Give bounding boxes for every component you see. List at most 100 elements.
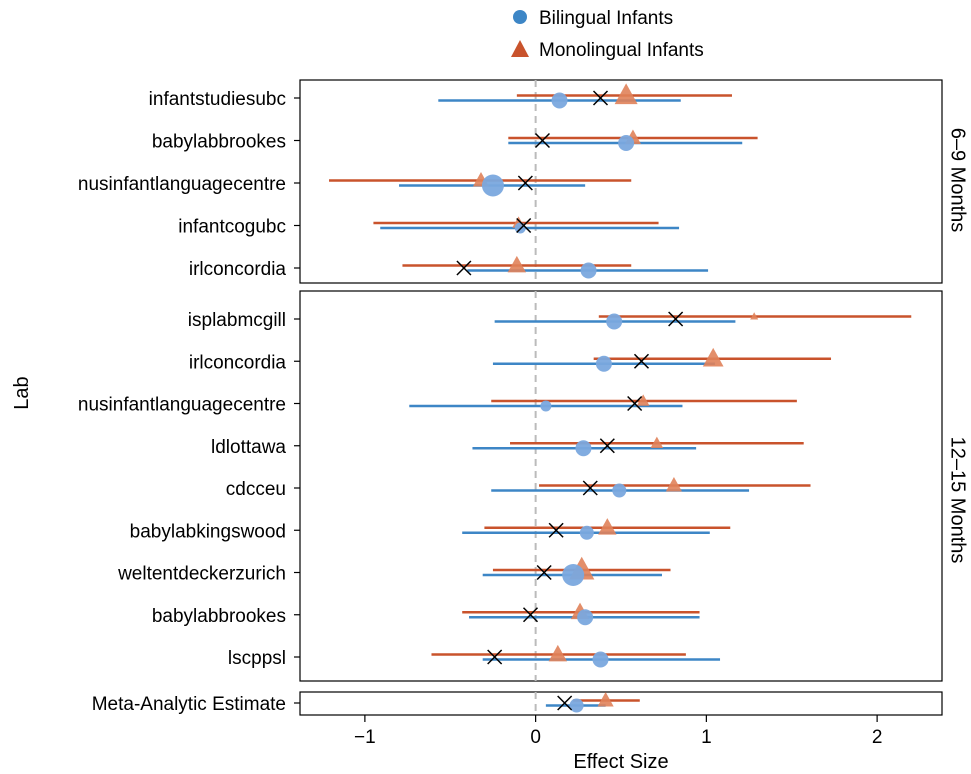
cross-stroke <box>534 132 550 149</box>
panel-border <box>299 691 943 716</box>
x-tick-label: 1 <box>701 727 712 748</box>
point-bilingual <box>577 609 594 626</box>
lab-row: infantcogubc <box>178 216 680 238</box>
legend: Bilingual Infants Monolingual Infants <box>511 8 704 61</box>
point-combined <box>487 649 503 665</box>
x-tick-label: 0 <box>530 727 541 748</box>
y-tick-label: cdcceu <box>226 479 286 500</box>
point-bilingual <box>612 483 627 498</box>
lab-row: cdcceu <box>226 477 811 500</box>
point-monolingual <box>750 312 759 320</box>
panel-border <box>299 290 943 682</box>
lab-row: babylabbrookes <box>152 129 758 153</box>
cross-stroke <box>522 607 539 623</box>
y-axis-title: Lab <box>11 376 33 409</box>
y-tick-label: infantcogubc <box>178 217 286 238</box>
cross-stroke <box>557 695 573 711</box>
lab-row: nusinfantlanguagecentre <box>78 172 632 197</box>
point-bilingual <box>575 440 592 457</box>
y-tick-label: irlconcordia <box>189 352 287 373</box>
point-monolingual <box>702 347 724 367</box>
point-bilingual <box>540 400 552 412</box>
cross-stroke <box>599 438 615 454</box>
point-combined <box>534 132 550 149</box>
lab-row: lscppsl <box>228 644 721 669</box>
cross-stroke <box>456 260 472 276</box>
point-bilingual <box>569 698 584 713</box>
cross-stroke <box>592 90 609 106</box>
legend-marker-bilingual <box>513 10 527 24</box>
point-combined <box>522 607 539 623</box>
panel-strip-label: 6–9 Months <box>947 128 969 233</box>
cross-stroke <box>517 175 533 191</box>
point-combined <box>668 311 684 327</box>
point-bilingual <box>618 135 635 151</box>
cross-stroke <box>487 649 503 665</box>
cross-stroke <box>548 522 564 538</box>
lab-row: babylabbrookes <box>152 602 700 627</box>
point-bilingual <box>606 313 623 330</box>
y-tick-label: isplabmcgill <box>188 310 286 331</box>
point-bilingual <box>562 564 585 586</box>
x-axis: −1 0 1 2 <box>354 715 882 748</box>
lab-row: Meta-Analytic Estimate <box>92 692 640 715</box>
cross-stroke <box>516 217 532 234</box>
point-combined <box>548 522 564 538</box>
panel-3: Meta-Analytic Estimate <box>92 691 943 716</box>
y-tick-label: nusinfantlanguagecentre <box>78 174 286 195</box>
y-tick-label: ldlottawa <box>211 437 286 458</box>
x-tick-label: 2 <box>872 727 883 748</box>
legend-label: Bilingual Infants <box>539 8 673 29</box>
point-monolingual <box>548 644 568 662</box>
y-tick-label: lscppsl <box>228 648 286 669</box>
point-bilingual <box>481 174 504 197</box>
y-tick-label: Meta-Analytic Estimate <box>92 694 286 715</box>
cross-stroke <box>668 311 684 327</box>
point-combined <box>633 353 650 369</box>
lab-row: irlconcordia <box>189 347 832 373</box>
point-combined <box>516 217 532 234</box>
point-monolingual <box>598 518 617 535</box>
point-combined <box>582 480 598 496</box>
point-bilingual <box>580 262 597 279</box>
lab-row: infantstudiesubc <box>149 83 732 110</box>
y-tick-label: irlconcordia <box>189 259 287 280</box>
point-combined <box>627 395 643 412</box>
panel-strip-label: 12–15 Months <box>947 437 969 564</box>
point-combined <box>599 438 615 454</box>
point-monolingual <box>665 477 682 492</box>
lab-row: ldlottawa <box>211 436 804 458</box>
lab-row: irlconcordia <box>189 255 709 280</box>
x-axis-title: Effect Size <box>573 751 668 773</box>
point-combined <box>517 175 533 191</box>
lab-row: babylabkingswood <box>130 518 731 542</box>
point-monolingual <box>614 83 638 105</box>
panel-1: 6–9 Months infantstudiesubc babylabbrookes… <box>78 79 969 284</box>
lab-row: nusinfantlanguagecentre <box>78 394 797 416</box>
point-bilingual <box>579 525 594 540</box>
legend-label: Monolingual Infants <box>539 40 704 61</box>
point-combined <box>557 695 573 711</box>
y-tick-label: infantstudiesubc <box>149 89 286 110</box>
panels: 6–9 Months infantstudiesubc babylabbrookes… <box>78 79 969 716</box>
cross-stroke <box>633 353 650 369</box>
point-combined <box>592 90 609 106</box>
point-bilingual <box>592 651 609 668</box>
point-monolingual <box>650 436 664 448</box>
point-combined <box>456 260 472 276</box>
y-tick-label: weltentdeckerzurich <box>117 564 286 585</box>
y-tick-label: nusinfantlanguagecentre <box>78 395 286 416</box>
point-monolingual <box>636 394 650 406</box>
cross-stroke <box>582 480 598 496</box>
y-tick-label: babylabkingswood <box>130 521 286 542</box>
point-bilingual <box>551 92 568 109</box>
point-combined <box>536 564 552 581</box>
lab-row: isplabmcgill <box>188 310 912 331</box>
cross-stroke <box>536 564 552 581</box>
point-monolingual <box>507 255 527 273</box>
panel-2: 12–15 Months isplabmcgill irlconcordia nusi… <box>78 290 969 682</box>
legend-marker-monolingual <box>511 40 529 57</box>
cross-stroke <box>627 395 643 412</box>
y-tick-label: babylabbrookes <box>152 132 286 153</box>
